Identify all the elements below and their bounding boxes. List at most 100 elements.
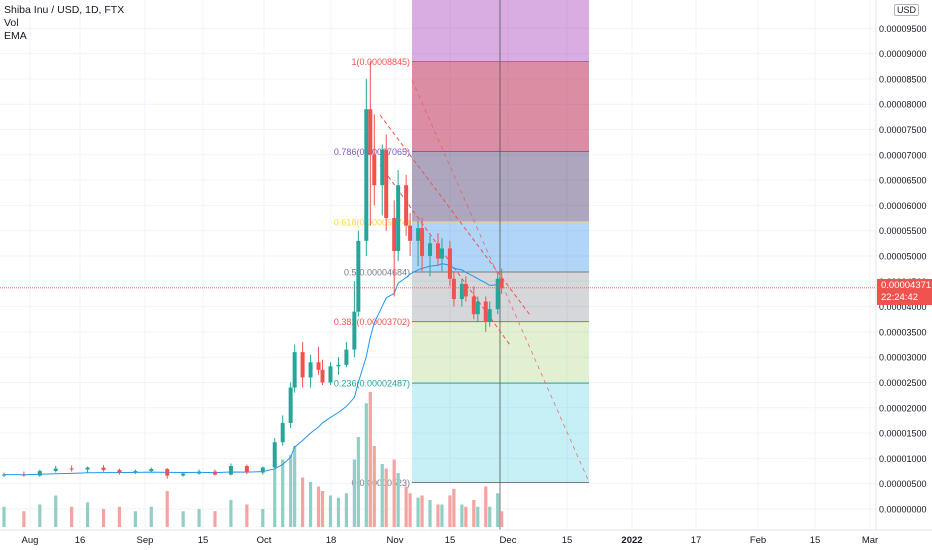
volume-bar bbox=[229, 500, 233, 527]
volume-bar bbox=[245, 504, 249, 527]
fib-band bbox=[412, 61, 589, 152]
volume-bar bbox=[165, 491, 169, 527]
volume-bar bbox=[328, 495, 333, 527]
candle-body bbox=[372, 154, 377, 186]
price-tick-label: 0.00007000 bbox=[879, 150, 927, 160]
candle-body bbox=[420, 228, 425, 256]
price-axis[interactable]: 0.00009500 0.00009000 0.00008500 0.00008000… bbox=[875, 0, 932, 550]
candle-body bbox=[320, 369, 325, 383]
volume-bar bbox=[308, 482, 313, 527]
volume-bar bbox=[476, 506, 480, 527]
volume-bar bbox=[181, 511, 185, 527]
volume-bar bbox=[22, 511, 26, 527]
time-tick-label: Oct bbox=[257, 535, 272, 546]
candle-body bbox=[292, 352, 297, 388]
volume-bar bbox=[364, 403, 368, 527]
candle-body bbox=[439, 248, 444, 259]
candle-body bbox=[483, 301, 488, 322]
candle-body bbox=[308, 362, 313, 378]
fib-band bbox=[412, 321, 589, 384]
volume-bar bbox=[70, 506, 74, 527]
candle-body bbox=[392, 218, 397, 251]
grid-lines bbox=[0, 0, 876, 530]
candle-body bbox=[487, 309, 492, 322]
fib-level-label: 1(0.00008845) bbox=[351, 57, 410, 67]
volume-bar bbox=[273, 468, 277, 527]
time-tick-label: 15 bbox=[810, 535, 821, 546]
time-tick-label: 17 bbox=[691, 535, 702, 546]
volume-bar bbox=[101, 509, 106, 527]
candle-body bbox=[336, 364, 341, 367]
symbol-title[interactable]: Shiba Inu / USD, 1D, FTX bbox=[4, 4, 125, 16]
candle-body bbox=[356, 240, 361, 312]
volume-bar bbox=[352, 459, 356, 527]
volume-bar bbox=[500, 511, 504, 527]
volume-indicator-label[interactable]: Vol bbox=[4, 17, 19, 29]
candle-body bbox=[165, 469, 170, 476]
candle-body bbox=[404, 185, 409, 226]
candle-body bbox=[181, 473, 186, 476]
candle-body bbox=[69, 468, 74, 470]
price-tick-label: 0.00005500 bbox=[879, 226, 927, 236]
candle-body bbox=[368, 109, 373, 155]
volume-bar bbox=[488, 506, 492, 527]
volume-bar bbox=[133, 511, 137, 527]
time-tick-label: 15 bbox=[198, 535, 209, 546]
volume-bar bbox=[261, 509, 265, 527]
volume-bar bbox=[38, 504, 42, 527]
candle-body bbox=[260, 467, 265, 473]
candle-body bbox=[380, 149, 385, 186]
volume-bar bbox=[289, 455, 293, 527]
volume-bars bbox=[2, 392, 504, 527]
price-tick-label: 0.00002000 bbox=[879, 403, 927, 413]
volume-bar bbox=[420, 495, 424, 527]
time-tick-label: 15 bbox=[445, 535, 456, 546]
price-tick-label: 0.00009500 bbox=[879, 24, 927, 34]
candle-body bbox=[475, 301, 480, 315]
time-tick-label: 18 bbox=[326, 535, 337, 546]
volume-bar bbox=[344, 493, 349, 527]
candle-body bbox=[495, 278, 500, 310]
volume-bar bbox=[301, 477, 305, 527]
volume-bar bbox=[368, 392, 372, 527]
candle-body bbox=[352, 311, 357, 350]
price-tick-label: 0.00004000 bbox=[879, 302, 927, 312]
candle-body bbox=[280, 422, 285, 443]
price-tick-label: 0.00001500 bbox=[879, 429, 927, 439]
candle-body bbox=[300, 352, 305, 378]
price-tick-label: 0.00003000 bbox=[879, 353, 927, 363]
time-axis[interactable]: Aug 16 Sep 15 Oct 18 Nov 15 Dec 15 2022 17 Feb 15 Mar bbox=[0, 529, 932, 546]
ema-indicator-label[interactable]: EMA bbox=[4, 30, 27, 42]
candle-body bbox=[435, 243, 440, 259]
currency-unit-label[interactable]: USD bbox=[894, 4, 920, 16]
price-tick-label: 0.00007500 bbox=[879, 125, 927, 135]
volume-bar bbox=[464, 506, 468, 527]
volume-bar bbox=[197, 509, 201, 527]
volume-bar bbox=[320, 491, 325, 527]
volume-bar bbox=[452, 488, 456, 527]
volume-bar bbox=[404, 486, 408, 527]
volume-bar bbox=[440, 504, 444, 527]
volume-bar bbox=[293, 446, 297, 527]
volume-bar bbox=[496, 493, 500, 527]
volume-bar bbox=[484, 486, 488, 527]
price-tick-label: 0.00006500 bbox=[879, 176, 927, 186]
time-tick-label: Dec bbox=[500, 535, 517, 546]
fib-band bbox=[412, 383, 589, 483]
volume-bar bbox=[281, 459, 285, 527]
volume-bar bbox=[54, 495, 58, 527]
volume-bar bbox=[428, 500, 432, 527]
time-tick-label: 15 bbox=[562, 535, 573, 546]
price-tick-label: 0.00006000 bbox=[879, 201, 927, 211]
price-tick-label: 0.00001000 bbox=[879, 454, 927, 464]
volume-bar bbox=[149, 506, 153, 527]
volume-bar bbox=[384, 468, 388, 527]
candle-body bbox=[408, 225, 413, 241]
candle-body bbox=[1, 474, 6, 476]
candle-body bbox=[21, 474, 26, 476]
price-axis-bg bbox=[876, 0, 932, 550]
fib-retracement[interactable]: 1(0.00008845)0.786(0.00007065)0.618(0.00… bbox=[334, 0, 589, 530]
price-tick-label: 0.00009000 bbox=[879, 49, 927, 59]
time-tick-label: 2022 bbox=[621, 535, 642, 546]
